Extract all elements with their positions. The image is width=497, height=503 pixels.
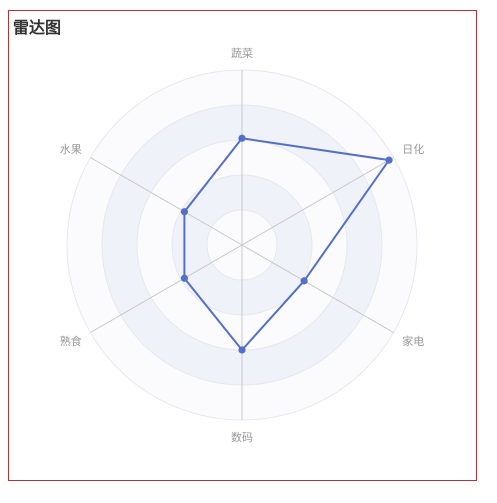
- axis-label-1: 日化: [402, 142, 424, 156]
- data-point-熟食: [180, 274, 189, 282]
- data-point-蔬菜: [238, 134, 246, 142]
- data-point-数码: [238, 346, 246, 354]
- data-point-日化: [385, 156, 393, 164]
- data-point-家电: [300, 277, 308, 285]
- axis-label-3: 数码: [231, 431, 253, 444]
- axis-label-4: 熟食: [60, 334, 82, 348]
- radar-axis-2: [241, 244, 394, 333]
- data-point-水果: [180, 208, 189, 216]
- axis-label-5: 水果: [60, 143, 82, 156]
- radar-axis-5: [90, 157, 243, 246]
- chart-title: 雷达图: [13, 18, 62, 37]
- radar-axis-1: [241, 157, 394, 246]
- axis-label-2: 家电: [402, 334, 424, 348]
- axis-label-0: 蔬菜: [231, 47, 253, 60]
- radar-axis-4: [90, 244, 243, 333]
